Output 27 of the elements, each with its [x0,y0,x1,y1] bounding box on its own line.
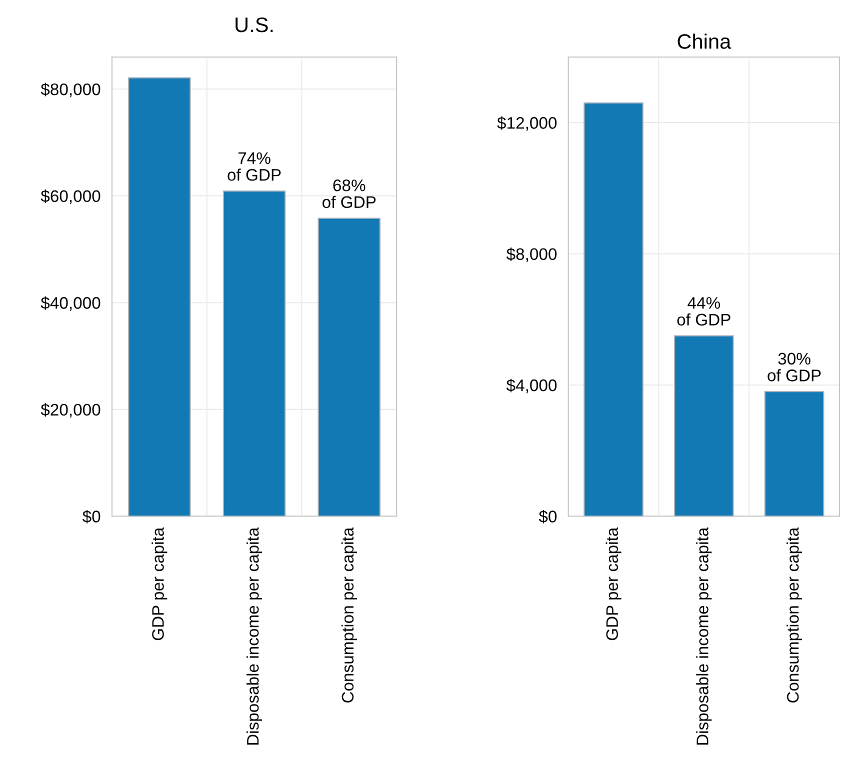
y-tick-label: $8,000 [506,248,557,262]
chart-title: U.S. [236,17,273,32]
annotation: 44% of GDP [677,297,730,326]
y-tick-label: $40,000 [40,296,100,311]
y-tick-label: $12,000 [497,116,557,131]
y-tick-label: $0 [82,510,100,524]
y-tick-label: $60,000 [40,190,100,204]
bar [222,190,286,516]
bar [674,335,734,516]
chart-title: China [678,34,732,49]
annotation: 68% of GDP [322,179,376,208]
y-tick-label: $0 [538,510,557,524]
bar [318,218,381,516]
x-tick-label: GDP per capita [606,527,622,640]
bar [584,102,644,516]
y-tick-label: $80,000 [40,82,100,98]
annotation: 74% of GDP [228,152,281,181]
bar [128,77,191,516]
y-tick-label: $4,000 [506,378,557,394]
x-tick-label: Disposable income per capita [246,527,262,745]
annotation: 30% of GDP [768,352,821,382]
x-tick-label: Consumption per capita [341,527,357,703]
x-tick-label: Consumption per capita [786,527,802,703]
x-tick-label: GDP per capita [152,527,168,640]
x-tick-label: Disposable income per capita [696,527,712,745]
bar [764,391,824,516]
y-tick-label: $20,000 [40,403,100,418]
